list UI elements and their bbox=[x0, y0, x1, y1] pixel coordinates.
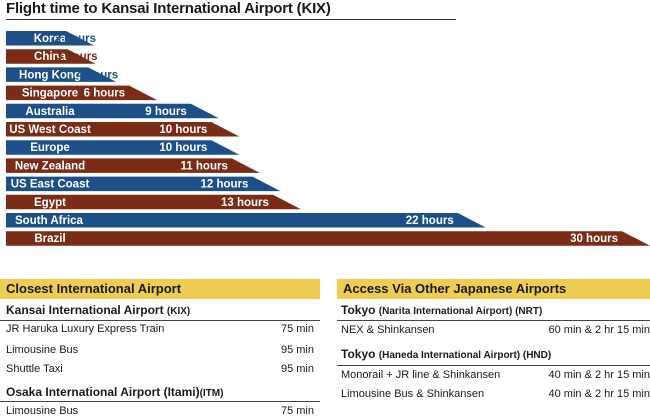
hnd-airport-title: Tokyo (Haneda International Airport) (HN… bbox=[341, 347, 551, 361]
bar-9 bbox=[6, 194, 301, 210]
nrt-airport-title: Tokyo (Narita International Airport) (NR… bbox=[341, 303, 542, 317]
bar-value-label: 13 hours bbox=[221, 197, 269, 209]
bar-label: US West Coast bbox=[9, 124, 91, 136]
bar-label: Australia bbox=[25, 106, 75, 118]
divider bbox=[0, 401, 320, 402]
bar-7 bbox=[6, 158, 260, 173]
transport-label: Monorail + JR line & Shinkansen bbox=[341, 369, 501, 381]
itm-airport-name: Osaka International Airport (Itami) bbox=[6, 385, 200, 399]
transport-row: JR Haruka Luxury Express Train 75 min bbox=[6, 320, 314, 338]
transport-label: NEX & Shinkansen bbox=[341, 324, 435, 336]
bar-value-label: 22 hours bbox=[406, 215, 454, 227]
bar-label: Egypt bbox=[34, 197, 66, 209]
bar-value-label: 3 hours bbox=[56, 51, 98, 63]
transport-row: Limousine Bus 75 min bbox=[6, 402, 314, 420]
bar-value-label: 6 hours bbox=[84, 88, 126, 100]
transport-time: 75 min bbox=[280, 405, 314, 417]
transport-row: Shuttle Taxi 95 min bbox=[6, 360, 314, 378]
transport-row: Limousine Bus 95 min bbox=[6, 341, 314, 359]
transport-label: Shuttle Taxi bbox=[6, 363, 63, 375]
transport-time: 60 min & 2 hr 15 min bbox=[548, 324, 650, 336]
hnd-airport-name: (Haneda International Airport) (HND) bbox=[378, 350, 552, 361]
page-title: Flight time to Kansai International Airp… bbox=[6, 0, 456, 20]
kix-airport-code: (KIX) bbox=[166, 306, 191, 317]
bar-label: US East Coast bbox=[11, 179, 90, 191]
bar-value-label: 10 hours bbox=[159, 142, 207, 154]
bar-label: Europe bbox=[30, 142, 70, 154]
divider bbox=[337, 320, 650, 321]
bar-11 bbox=[6, 231, 650, 246]
bar-0 bbox=[6, 31, 94, 46]
transport-row: Monorail + JR line & Shinkansen 40 min &… bbox=[341, 366, 650, 384]
transport-label: JR Haruka Luxury Express Train bbox=[6, 323, 165, 335]
itm-airport-title: Osaka International Airport (Itami)(ITM) bbox=[6, 385, 223, 399]
bar-value-label: 2 hours bbox=[54, 33, 96, 45]
bar-label: Hong Kong bbox=[19, 69, 81, 81]
transport-time: 95 min bbox=[280, 363, 314, 375]
bar-value-label: 9 hours bbox=[145, 106, 187, 118]
divider bbox=[0, 320, 320, 321]
bar-3 bbox=[6, 85, 158, 101]
other-airports-header: Access Via Other Japanese Airports bbox=[337, 279, 650, 299]
closest-airport-header: Closest International Airport bbox=[0, 279, 320, 299]
hnd-city: Tokyo bbox=[341, 347, 376, 361]
transport-row: Limousine Bus & Shinkansen 40 min & 2 hr… bbox=[341, 385, 650, 403]
transport-time: 40 min & 2 hr 15 min bbox=[548, 369, 650, 381]
transport-time: 95 min bbox=[280, 344, 314, 356]
kix-airport-title: Kansai International Airport (KIX) bbox=[6, 303, 190, 317]
bar-label: South Africa bbox=[15, 215, 84, 227]
bar-label: Brazil bbox=[34, 233, 65, 245]
bar-5 bbox=[6, 122, 240, 137]
bar-8 bbox=[6, 176, 281, 192]
bar-label: Korea bbox=[34, 33, 67, 45]
bar-6 bbox=[6, 140, 240, 155]
kix-airport-name: Kansai International Airport bbox=[6, 303, 164, 317]
nrt-airport-name: (Narita International Airport) (NRT) bbox=[378, 306, 543, 317]
bar-value-label: 30 hours bbox=[570, 233, 618, 245]
bar-1 bbox=[6, 49, 96, 64]
nrt-city: Tokyo bbox=[341, 303, 376, 317]
transport-label: Limousine Bus bbox=[6, 344, 79, 356]
transport-time: 75 min bbox=[280, 323, 314, 335]
bar-value-label: 4 hours bbox=[77, 69, 119, 81]
transport-time: 40 min & 2 hr 15 min bbox=[548, 388, 650, 400]
bar-value-label: 11 hours bbox=[181, 160, 228, 172]
bar-label: Singapore bbox=[22, 88, 78, 100]
divider bbox=[337, 365, 650, 366]
transport-label: Limousine Bus bbox=[6, 405, 79, 417]
bar-2 bbox=[6, 67, 117, 82]
bar-label: New Zealand bbox=[15, 160, 85, 172]
itm-airport-code: (ITM) bbox=[199, 388, 224, 399]
bar-value-label: 12 hours bbox=[200, 179, 248, 191]
bar-label: China bbox=[34, 51, 67, 63]
bar-value-label: 10 hours bbox=[159, 124, 207, 136]
transport-label: Limousine Bus & Shinkansen bbox=[341, 388, 485, 400]
transport-row: NEX & Shinkansen 60 min & 2 hr 15 min bbox=[341, 321, 650, 339]
bar-4 bbox=[6, 103, 219, 119]
bar-10 bbox=[6, 213, 486, 228]
